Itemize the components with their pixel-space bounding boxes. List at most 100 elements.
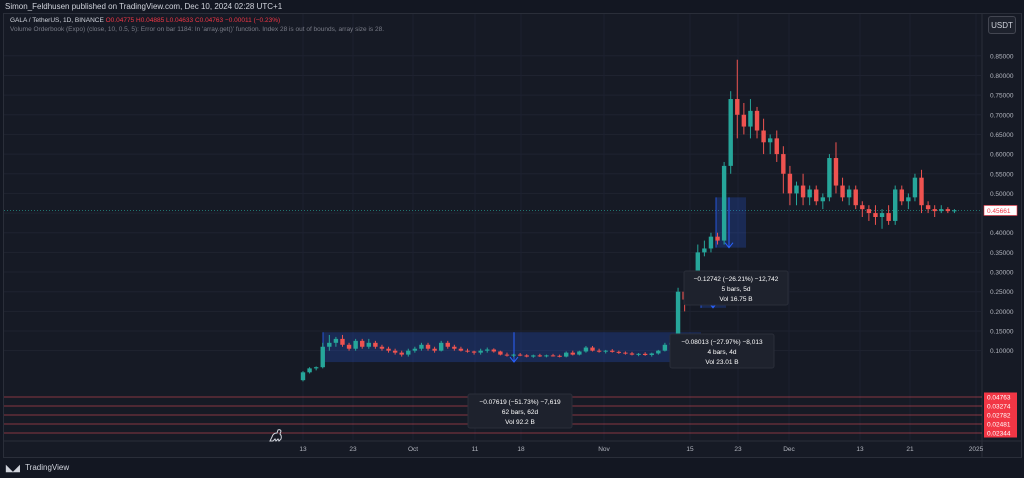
candle-body — [504, 354, 510, 356]
candle-body — [353, 340, 358, 349]
candle-body — [583, 347, 589, 352]
candle-body — [840, 185, 845, 198]
measure-labels: −0.07619 (−51.73%) −7,619 62 bars, 62d Vol… — [467, 270, 789, 429]
candle-body — [860, 205, 865, 210]
measure-tooltip: −0.07619 (−51.73%) −7,619 62 bars, 62d Vol… — [467, 393, 573, 429]
time-tick-label: 21 — [906, 446, 914, 453]
price-level-badge — [984, 419, 1017, 429]
price-tick-label: 0.40000 — [990, 230, 1014, 237]
candle-body — [656, 350, 661, 354]
change-value: −0.00011 (−0.23%) — [224, 17, 281, 24]
footer-brand: TradingView — [25, 463, 70, 472]
chart-pane[interactable]: 0.85000 0.80000 0.75000 0.70000 0.65000 0.600… — [3, 13, 1022, 458]
measure-boxes[interactable] — [322, 197, 746, 363]
measure-tooltip: −0.08013 (−27.97%) −8,013 4 bars, 4d Vol 2… — [669, 333, 775, 369]
candle-body — [886, 213, 891, 221]
legend-ohlc-line: GALA / TetherUS, 1D, BINANCE O0.04775 H0… — [10, 16, 384, 25]
candle-body — [787, 173, 793, 194]
measure-box — [323, 332, 701, 363]
candle-body — [728, 99, 733, 166]
candle-body — [912, 177, 918, 198]
price-level-label: 0.02344 — [987, 431, 1011, 438]
time-tick-label: Oct — [408, 446, 418, 453]
candle-body — [866, 209, 872, 214]
price-tick-label: 0.70000 — [990, 112, 1014, 119]
candle-body — [675, 291, 681, 343]
candle-body — [478, 350, 483, 353]
candle-body — [366, 342, 371, 347]
candle-body — [327, 342, 332, 347]
symbol-name[interactable]: GALA / TetherUS, 1D, BINANCE — [10, 17, 104, 24]
candle-body — [544, 355, 549, 357]
last-price-label: 0.45661 — [987, 208, 1011, 215]
measure-tooltip-text: −0.08013 (−27.97%) −8,013 — [681, 339, 763, 346]
candle-body — [807, 189, 812, 198]
measure-tooltip-text: Vol 23.01 B — [705, 359, 738, 366]
candle-body — [833, 158, 839, 186]
price-tick-label: 0.85000 — [990, 53, 1014, 60]
candle-body — [939, 209, 944, 212]
candle-body — [741, 114, 747, 127]
candle-body — [320, 346, 325, 368]
price-level-label: 0.02481 — [987, 422, 1011, 429]
candle-body — [715, 236, 720, 241]
open-value: O0.04775 — [105, 17, 135, 24]
price-axis[interactable]: 0.85000 0.80000 0.75000 0.70000 0.65000 0.600… — [983, 53, 1018, 438]
measure-tooltip-bg — [669, 333, 775, 369]
time-tick-label: 23 — [349, 446, 357, 453]
price-level-label: 0.03274 — [987, 404, 1011, 411]
time-tick-label: 23 — [734, 446, 742, 453]
measure-tooltip-text: Vol 92.2 B — [505, 419, 535, 426]
price-tick-label: 0.20000 — [990, 309, 1014, 316]
close-value: C0.04763 — [194, 17, 224, 24]
measure-tooltip-text: −0.07619 (−51.73%) −7,619 — [479, 399, 561, 406]
candle-body — [458, 348, 464, 351]
candle-body — [906, 197, 911, 202]
candle-body — [432, 348, 437, 351]
time-tick-label: 13 — [299, 446, 307, 453]
candle-body — [577, 351, 582, 355]
candle-body — [406, 350, 411, 355]
price-tick-label: 0.35000 — [990, 250, 1014, 257]
measure-tooltip-bg — [467, 393, 573, 429]
candle-body — [570, 352, 575, 355]
candle-body — [925, 205, 931, 210]
candle-body — [550, 355, 556, 357]
candle-body — [412, 348, 418, 351]
candle-body — [300, 372, 306, 381]
high-value: H0.04885 — [136, 17, 165, 24]
chart-svg[interactable]: 0.85000 0.80000 0.75000 0.70000 0.65000 0.600… — [4, 14, 1021, 457]
time-tick-label: 13 — [856, 446, 864, 453]
price-level-badge — [984, 401, 1017, 411]
candle-body — [774, 138, 779, 155]
candle-body — [596, 350, 602, 352]
candle-body — [425, 344, 431, 349]
candle-body — [386, 348, 391, 351]
time-tick-label: 11 — [472, 446, 479, 453]
candle-body — [531, 355, 536, 357]
candle-body — [346, 344, 352, 349]
price-tick-label: 0.60000 — [990, 152, 1014, 159]
candle-body — [498, 351, 503, 355]
candle-body — [932, 209, 937, 212]
candle-body — [313, 367, 319, 369]
price-tick-label: 0.75000 — [990, 93, 1014, 100]
time-axis[interactable]: 13 23 Oct 11 18 Nov 15 23 Dec 13 21 2025 — [299, 446, 983, 453]
candle-body — [814, 189, 819, 202]
candle-body — [517, 354, 523, 356]
candle-body — [754, 110, 760, 131]
candle-body — [636, 353, 641, 355]
candle-body — [392, 350, 398, 353]
time-tick-label: Dec — [783, 446, 795, 453]
low-value: L0.04633 — [166, 17, 194, 24]
candles — [300, 59, 957, 382]
candle-body — [629, 353, 635, 355]
candle-body — [590, 347, 595, 351]
candle-body — [899, 189, 904, 202]
measure-tooltip-bg — [683, 270, 789, 306]
candle-body — [761, 130, 766, 143]
measure-tooltip-text: 5 bars, 5d — [722, 286, 751, 293]
price-tick-label: 0.50000 — [990, 191, 1014, 198]
currency-button[interactable]: USDT — [988, 16, 1016, 34]
